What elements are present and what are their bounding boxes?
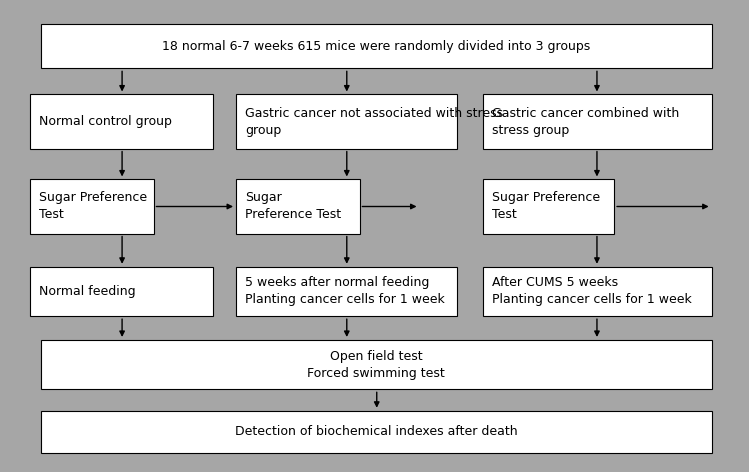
FancyBboxPatch shape [236,267,457,316]
FancyBboxPatch shape [41,340,712,389]
Text: Detection of biochemical indexes after death: Detection of biochemical indexes after d… [235,425,518,438]
Text: 5 weeks after normal feeding
Planting cancer cells for 1 week: 5 weeks after normal feeding Planting ca… [245,277,445,306]
Text: Open field test
Forced swimming test: Open field test Forced swimming test [308,350,445,379]
FancyBboxPatch shape [236,94,457,149]
Text: 18 normal 6-7 weeks 615 mice were randomly divided into 3 groups: 18 normal 6-7 weeks 615 mice were random… [163,40,590,52]
FancyBboxPatch shape [30,267,213,316]
Text: Normal control group: Normal control group [39,115,172,128]
Text: After CUMS 5 weeks
Planting cancer cells for 1 week: After CUMS 5 weeks Planting cancer cells… [492,277,692,306]
FancyBboxPatch shape [236,179,360,234]
FancyBboxPatch shape [41,411,712,453]
Text: Gastric cancer combined with
stress group: Gastric cancer combined with stress grou… [492,107,679,136]
FancyBboxPatch shape [41,24,712,68]
FancyBboxPatch shape [30,179,154,234]
Text: Normal feeding: Normal feeding [39,285,136,298]
FancyBboxPatch shape [483,94,712,149]
FancyBboxPatch shape [483,267,712,316]
Text: Sugar Preference
Test: Sugar Preference Test [39,192,147,221]
Text: Sugar
Preference Test: Sugar Preference Test [245,192,341,221]
Text: Sugar Preference
Test: Sugar Preference Test [492,192,600,221]
FancyBboxPatch shape [483,179,614,234]
FancyBboxPatch shape [30,94,213,149]
Text: Gastric cancer not associated with stress
group: Gastric cancer not associated with stres… [245,107,503,136]
